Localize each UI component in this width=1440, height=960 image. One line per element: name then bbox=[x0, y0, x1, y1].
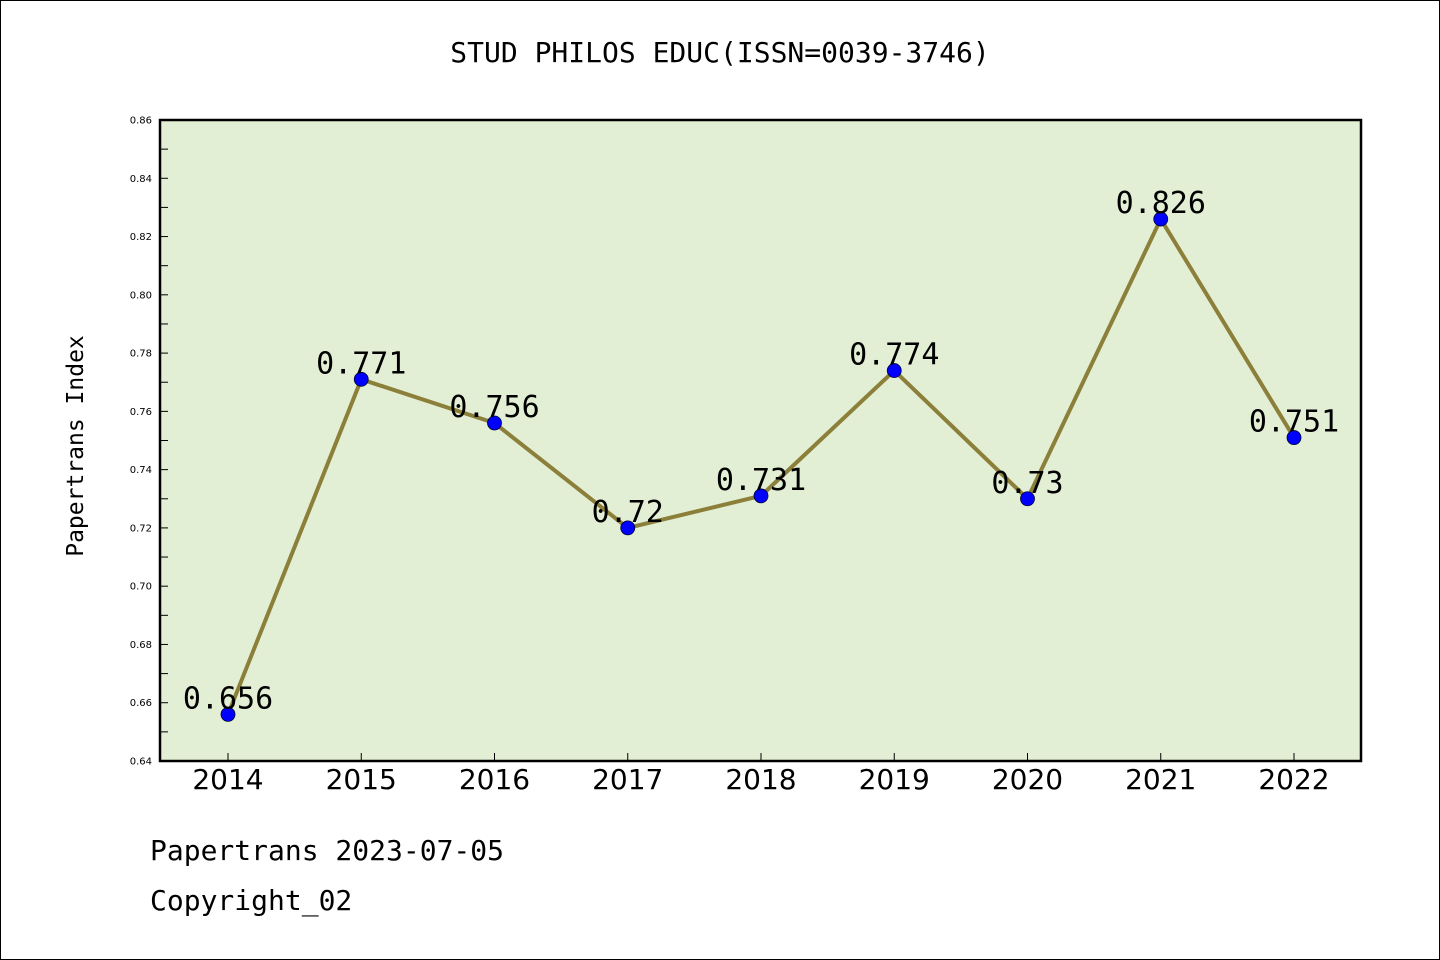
y-tick-label: 0.86 bbox=[130, 116, 152, 127]
x-tick-label: 2020 bbox=[992, 763, 1063, 796]
x-tick-label: 2021 bbox=[1125, 763, 1196, 796]
data-point bbox=[620, 520, 636, 536]
footer-source: Papertrans 2023-07-05 bbox=[150, 834, 505, 867]
data-label: 0.771 bbox=[316, 346, 406, 381]
data-label: 0.756 bbox=[449, 390, 539, 425]
x-tick-label: 2016 bbox=[459, 763, 530, 796]
x-tick-label: 2015 bbox=[326, 763, 397, 796]
y-tick-label: 0.66 bbox=[130, 698, 152, 709]
y-tick-label: 0.72 bbox=[130, 523, 152, 534]
data-point bbox=[886, 363, 902, 378]
data-point bbox=[1020, 491, 1035, 507]
y-tick-label: 0.68 bbox=[130, 640, 152, 651]
y-tick-label: 0.78 bbox=[130, 349, 152, 360]
data-label: 0.73 bbox=[991, 466, 1063, 501]
y-tick-label: 0.74 bbox=[130, 465, 152, 476]
data-label: 0.731 bbox=[716, 463, 806, 498]
y-tick-label: 0.82 bbox=[130, 232, 152, 243]
x-tick-label: 2017 bbox=[592, 763, 663, 796]
data-point bbox=[353, 371, 369, 387]
x-tick-label: 2018 bbox=[725, 763, 796, 796]
y-tick-label: 0.76 bbox=[130, 407, 152, 418]
data-point bbox=[487, 415, 502, 431]
y-tick-label: 0.80 bbox=[130, 290, 152, 301]
plot-area bbox=[160, 120, 1361, 761]
data-label: 0.656 bbox=[183, 681, 273, 716]
data-point bbox=[220, 706, 236, 722]
y-tick-label: 0.70 bbox=[130, 582, 152, 593]
x-tick-label: 2022 bbox=[1258, 763, 1329, 796]
data-point bbox=[753, 488, 769, 504]
y-tick-label: 0.64 bbox=[130, 757, 152, 768]
x-tick-label: 2014 bbox=[192, 763, 263, 796]
footer-copyright: Copyright_02 bbox=[150, 884, 353, 917]
y-tick-label: 0.84 bbox=[130, 174, 152, 185]
x-tick-label: 2019 bbox=[859, 763, 930, 796]
chart-title: STUD PHILOS EDUC(ISSN=0039-3746) bbox=[450, 36, 990, 69]
data-label: 0.751 bbox=[1249, 405, 1339, 440]
data-label: 0.72 bbox=[592, 495, 664, 530]
data-label: 0.774 bbox=[849, 338, 939, 373]
plot-border bbox=[158, 118, 1363, 763]
data-point bbox=[1286, 430, 1302, 445]
data-point bbox=[1153, 211, 1169, 227]
data-label: 0.826 bbox=[1116, 186, 1206, 221]
